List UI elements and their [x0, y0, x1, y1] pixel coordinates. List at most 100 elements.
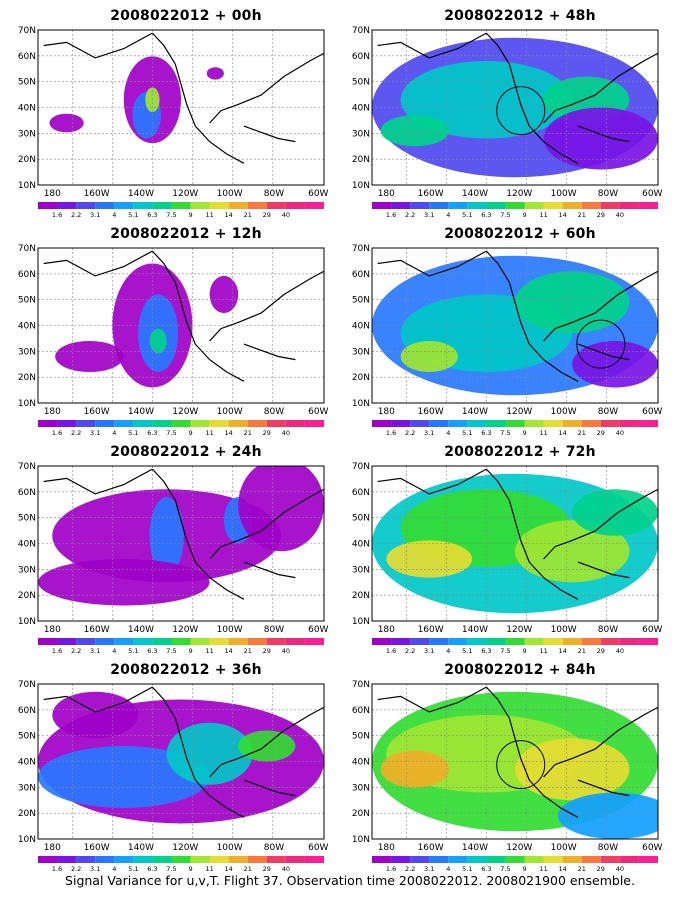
colorbar-swatch — [372, 420, 392, 427]
colorbar-swatch — [133, 638, 153, 645]
lon-tick-label: 120W — [172, 407, 198, 417]
variance-contour — [400, 341, 458, 372]
lat-tick-label: 40N — [352, 758, 370, 768]
colorbar-swatch — [247, 638, 267, 645]
colorbar-swatch — [285, 420, 305, 427]
lat-tick-label: 30N — [18, 129, 36, 139]
colorbar-label: 40 — [616, 865, 624, 873]
colorbar-label: 21 — [244, 865, 252, 873]
colorbar-swatch — [486, 202, 506, 209]
target-circle — [496, 740, 546, 790]
lon-tick-label: 160W — [84, 407, 110, 417]
colorbar-label: 7.5 — [500, 647, 510, 655]
colorbar-swatch — [486, 420, 506, 427]
colorbar-label: 2.2 — [405, 865, 415, 873]
colorbar-swatch — [114, 420, 134, 427]
colorbar-label: 9 — [188, 429, 192, 437]
map-plot: 70N 60N 50N 40N 30N 20N 10N 180 160W 140W 120W 100W… — [352, 680, 663, 873]
colorbar-label: 11 — [205, 865, 213, 873]
map-panel: 2008022012 + 00h 70N 60N 50N 40N 30N 20N 10N 180… — [16, 8, 356, 226]
map-plot: 70N 60N 50N 40N 30N 20N 10N 180 160W 140W 120W 100W… — [352, 244, 663, 437]
coastline — [209, 270, 324, 342]
colorbar-label: 40 — [282, 865, 290, 873]
colorbar-swatch — [467, 638, 487, 645]
map-panel: 2008022012 + 60h 70N 60N 50N 40N 30N 20N 10N 180… — [350, 226, 690, 444]
colorbar-label: 9 — [188, 865, 192, 873]
variance-field — [38, 684, 324, 839]
lon-tick-label: 140W — [462, 407, 488, 417]
variance-contour — [557, 792, 658, 839]
colorbar-swatch — [266, 638, 286, 645]
variance-field — [372, 684, 658, 839]
lat-tick-label: 20N — [352, 373, 370, 383]
colorbar-swatch — [524, 202, 544, 209]
lon-tick-label: 160W — [84, 843, 110, 853]
colorbar-swatch — [152, 202, 172, 209]
colorbar-swatch — [562, 202, 582, 209]
colorbar-swatch — [133, 420, 153, 427]
colorbar-swatch — [152, 420, 172, 427]
lon-tick-label: 80W — [264, 625, 284, 635]
colorbar-swatch — [247, 420, 267, 427]
variance-field — [38, 248, 324, 403]
colorbar-swatch — [467, 420, 487, 427]
lat-tick-label: 70N — [18, 462, 36, 472]
colorbar-swatch — [619, 856, 639, 863]
colorbar-swatch — [638, 420, 658, 427]
lat-tick-label: 50N — [18, 78, 36, 88]
colorbar-label: 7.5 — [500, 429, 510, 437]
colorbar-swatch — [304, 856, 324, 863]
variance-contour — [166, 722, 253, 785]
panel-title: 2008022012 + 36h — [110, 662, 262, 678]
variance-contour — [149, 328, 167, 354]
colorbar-swatch — [209, 856, 229, 863]
colorbar-swatch — [285, 856, 305, 863]
variance-contour — [52, 691, 139, 739]
colorbar-label: 21 — [244, 211, 252, 219]
colorbar-swatch — [209, 638, 229, 645]
lat-tick-label: 10N — [352, 835, 370, 845]
colorbar-label: 29 — [597, 647, 605, 655]
coastline — [243, 343, 296, 361]
lat-tick-label: 20N — [352, 809, 370, 819]
colorbar-label: 3.1 — [90, 647, 100, 655]
colorbar-label: 7.5 — [166, 865, 176, 873]
colorbar-label: 3.1 — [90, 211, 100, 219]
lon-tick-label: 180 — [378, 843, 395, 853]
lon-tick-label: 100W — [217, 843, 243, 853]
lon-tick-label: 80W — [264, 407, 284, 417]
colorbar-swatch — [638, 202, 658, 209]
colorbar-label: 11 — [539, 211, 547, 219]
lon-tick-label: 60W — [642, 407, 662, 417]
colorbar-label: 7.5 — [500, 211, 510, 219]
colorbar-swatch — [247, 856, 267, 863]
coastline — [377, 32, 487, 59]
colorbar-label: 11 — [205, 429, 213, 437]
colorbar-label: 1.6 — [52, 647, 62, 655]
colorbar-swatch — [266, 202, 286, 209]
colorbar-swatch — [76, 856, 96, 863]
lon-tick-label: 100W — [217, 407, 243, 417]
colorbar-swatch — [38, 856, 58, 863]
colorbar-swatch — [266, 856, 286, 863]
variance-contour — [49, 113, 84, 133]
colorbar-label: 6.3 — [147, 865, 157, 873]
colorbar-label: 2.2 — [71, 429, 81, 437]
colorbar-label: 29 — [597, 211, 605, 219]
coastline — [151, 32, 245, 164]
colorbar-label: 2.2 — [71, 211, 81, 219]
lon-tick-label: 100W — [217, 189, 243, 199]
variance-contour — [572, 341, 658, 388]
coastline — [209, 52, 324, 124]
lat-tick-label: 40N — [18, 758, 36, 768]
lon-tick-label: 160W — [84, 625, 110, 635]
lat-tick-label: 30N — [18, 347, 36, 357]
lat-tick-label: 10N — [352, 399, 370, 409]
colorbar-swatch — [600, 638, 620, 645]
colorbar-label: 4 — [446, 865, 450, 873]
colorbar-label: 6.3 — [481, 211, 491, 219]
lat-tick-label: 20N — [352, 155, 370, 165]
colorbar-label: 40 — [282, 429, 290, 437]
colorbar-label: 1.6 — [386, 429, 396, 437]
colorbar-swatch — [391, 856, 411, 863]
